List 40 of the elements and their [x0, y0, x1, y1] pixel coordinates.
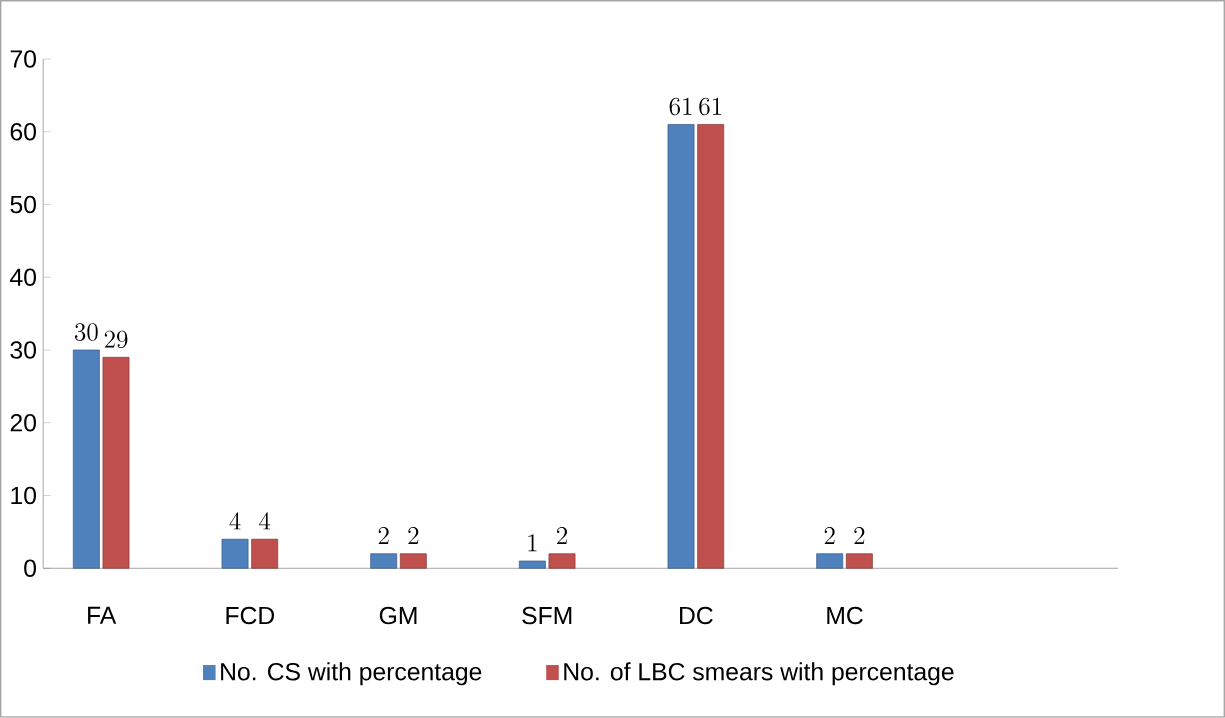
- x-tick-label: SFM: [522, 606, 572, 625]
- y-tick-label: 0: [24, 559, 36, 578]
- data-label: 29: [104, 330, 128, 349]
- x-tick-label: FCD: [226, 606, 275, 625]
- bar: [221, 538, 249, 569]
- y-tick-label: 70: [10, 50, 36, 68]
- data-label: 2: [557, 527, 567, 545]
- y-tick-label: 10: [11, 486, 36, 505]
- x-tick-label: FA: [88, 606, 117, 624]
- bar: [102, 357, 130, 569]
- bar: [399, 553, 427, 569]
- data-label: 2: [408, 527, 419, 545]
- bar: [697, 124, 725, 569]
- data-label: 4: [229, 512, 241, 530]
- x-tick-label: MC: [827, 606, 863, 625]
- data-label: 2: [824, 527, 835, 545]
- y-tick-label: 50: [10, 195, 36, 214]
- data-label: 61: [669, 97, 692, 116]
- y-tick-label: 40: [10, 268, 36, 287]
- data-label: 30: [74, 323, 98, 341]
- data-label: 1: [528, 534, 537, 552]
- x-tick-label: GM: [379, 606, 417, 625]
- y-tick-label: 60: [10, 123, 36, 141]
- data-label: 4: [259, 512, 271, 530]
- data-label: 2: [378, 527, 389, 545]
- x-tick-label: DC: [680, 606, 713, 625]
- bar: [548, 553, 576, 569]
- y-tick-label: 20: [10, 414, 36, 432]
- data-label: 2: [854, 527, 865, 545]
- bar: [518, 560, 546, 569]
- data-label: 61: [699, 97, 722, 116]
- y-tick-label: 30: [10, 341, 36, 359]
- bar: [72, 349, 100, 569]
- bar: [251, 538, 279, 569]
- legend-label: No. CS with percentage: [221, 662, 482, 686]
- bar: [816, 553, 844, 569]
- bar: [370, 553, 398, 569]
- legend-label: No. of LBC smears with percentage: [564, 662, 954, 686]
- bar: [667, 124, 695, 569]
- bar: [845, 553, 873, 569]
